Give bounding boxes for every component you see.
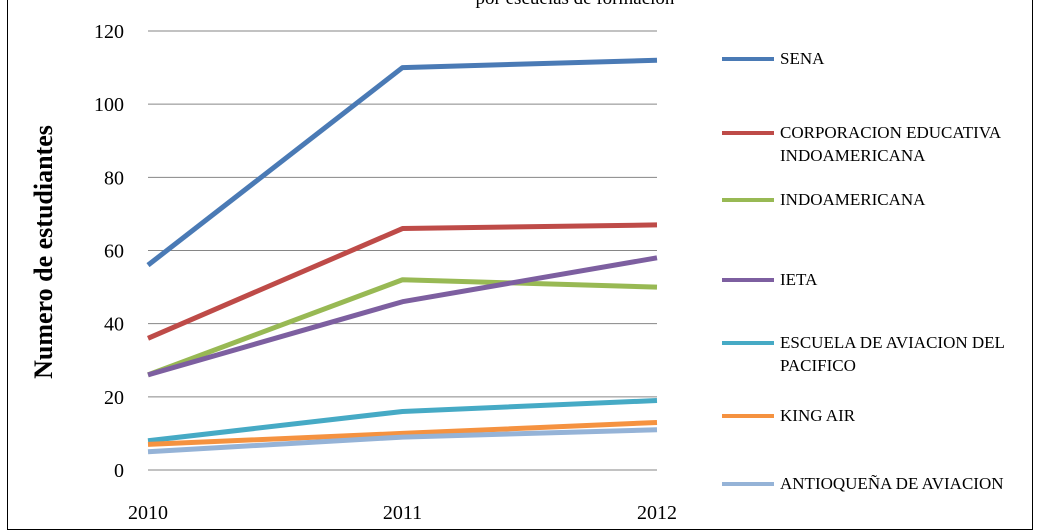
- series-line-1: [147, 222, 658, 341]
- y-axis-label: Numero de estudiantes: [29, 125, 58, 379]
- series-line-3: [147, 255, 658, 378]
- x-tick-label: 2012: [637, 502, 677, 524]
- series-line-6: [147, 427, 658, 455]
- legend-swatch: [722, 131, 774, 135]
- legend-label: KING AIR: [780, 406, 856, 425]
- y-tick-label: 120: [94, 21, 124, 43]
- x-tick-label: 2010: [128, 502, 168, 524]
- line-chart: 0 20 40 60 80 100 120 2010 2011 2012 Numero de e…: [29, 21, 677, 524]
- legend-item: IETA: [722, 268, 1030, 291]
- legend-item: ANTIOQUEÑA DE AVIACION: [722, 472, 1030, 495]
- series-lines: [146, 57, 658, 455]
- legend-label: SENA: [780, 49, 825, 68]
- gridlines: [148, 30, 657, 471]
- legend-swatch: [722, 198, 774, 202]
- legend-label: ANTIOQUEÑA DE AVIACION: [780, 474, 1004, 493]
- y-tick-label: 80: [104, 167, 124, 189]
- legend-item: ESCUELA DE AVIACION DEL PACIFICO: [722, 331, 1030, 377]
- legend-label: INDOAMERICANA: [780, 190, 926, 209]
- legend-swatch: [722, 278, 774, 282]
- legend-swatch: [722, 482, 774, 486]
- y-tick-label: 60: [104, 241, 124, 263]
- chart-title: por escuelas de formación: [350, 0, 800, 10]
- legend-item: CORPORACION EDUCATIVA INDOAMERICANA: [722, 121, 1030, 167]
- series-line-0: [146, 57, 658, 268]
- legend-swatch: [722, 57, 774, 61]
- legend-label: ESCUELA DE AVIACION DEL PACIFICO: [780, 333, 1005, 375]
- series-line-4: [147, 397, 658, 444]
- y-tick-label: 20: [104, 387, 124, 409]
- series-line-2: [147, 277, 658, 378]
- series-line-5: [147, 419, 658, 447]
- chart-frame: [7, 0, 1033, 530]
- y-tick-labels: 0 20 40 60 80 100 120: [94, 21, 124, 482]
- y-tick-label: 0: [114, 460, 124, 482]
- x-tick-label: 2011: [383, 502, 422, 524]
- legend: SENA CORPORACION EDUCATIVA INDOAMERICANA I…: [722, 0, 1037, 532]
- legend-item: SENA: [722, 47, 1030, 70]
- legend-swatch: [722, 414, 774, 418]
- legend-item: INDOAMERICANA: [722, 188, 1030, 211]
- legend-label: IETA: [780, 270, 818, 289]
- y-tick-label: 100: [94, 94, 124, 116]
- legend-swatch: [722, 341, 774, 345]
- y-tick-label: 40: [104, 314, 124, 336]
- legend-label: CORPORACION EDUCATIVA INDOAMERICANA: [780, 123, 1001, 165]
- x-tick-labels: 2010 2011 2012: [128, 502, 677, 524]
- legend-item: KING AIR: [722, 404, 1030, 427]
